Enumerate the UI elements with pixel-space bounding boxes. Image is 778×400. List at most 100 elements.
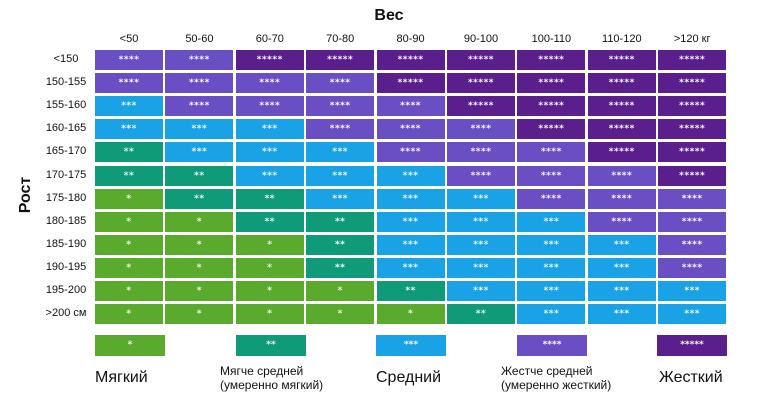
row-header: >200 см — [45, 307, 87, 320]
firmness-cell: ***** — [587, 73, 656, 94]
firmness-cell: *** — [235, 142, 304, 163]
firmness-cell: **** — [165, 50, 234, 70]
firmness-cell: * — [165, 257, 234, 278]
firmness-cell: **** — [95, 73, 163, 94]
firmness-cell: * — [95, 211, 163, 232]
firmness-cell: * — [165, 281, 234, 301]
firmness-cell: ** — [235, 188, 304, 209]
firmness-cell: ***** — [587, 142, 656, 163]
legend-label: Жестче средней (умеренно жесткий) — [501, 364, 611, 392]
firmness-cell: * — [95, 304, 163, 325]
firmness-cell: *** — [447, 234, 515, 255]
firmness-cell: * — [95, 188, 163, 209]
firmness-cell: **** — [235, 96, 304, 117]
firmness-cell: **** — [447, 142, 515, 163]
column-header: 60-70 — [255, 33, 284, 45]
firmness-cell: **** — [517, 165, 586, 186]
firmness-cell: * — [235, 234, 304, 255]
firmness-cell: * — [235, 257, 304, 278]
firmness-cell: ** — [306, 211, 375, 232]
firmness-cell: *** — [95, 96, 163, 117]
firmness-cell: * — [306, 281, 375, 301]
firmness-cell: *** — [447, 188, 515, 209]
legend-swatch: *** — [376, 335, 446, 356]
firmness-cell: *** — [376, 211, 445, 232]
firmness-cell: **** — [587, 188, 656, 209]
firmness-cell: **** — [306, 73, 375, 94]
firmness-cell: * — [95, 257, 163, 278]
firmness-cell: ***** — [658, 142, 727, 163]
firmness-cell: *** — [658, 304, 727, 325]
firmness-cell: ** — [306, 234, 375, 255]
firmness-cell: *** — [165, 142, 234, 163]
firmness-cell: **** — [376, 142, 445, 163]
firmness-cell: ** — [165, 188, 234, 209]
firmness-cell: * — [95, 234, 163, 255]
column-header: 100-110 — [531, 33, 572, 45]
firmness-cell: ***** — [587, 50, 656, 70]
firmness-cell: ***** — [235, 50, 304, 70]
firmness-cell: *** — [517, 211, 586, 232]
firmness-cell: **** — [658, 211, 727, 232]
firmness-cell: ***** — [587, 119, 656, 140]
firmness-cell: **** — [235, 73, 304, 94]
firmness-cell: **** — [587, 211, 656, 232]
firmness-cell: * — [165, 211, 234, 232]
firmness-cell: ***** — [447, 96, 515, 117]
firmness-cell: **** — [165, 96, 234, 117]
firmness-cell: * — [235, 281, 304, 301]
firmness-cell: **** — [658, 188, 727, 209]
legend-label-line1: Жестче средней — [501, 364, 593, 378]
firmness-cell: *** — [376, 234, 445, 255]
firmness-cell: ** — [95, 165, 163, 186]
firmness-cell: *** — [517, 257, 586, 278]
legend-label: Средний — [376, 369, 442, 386]
legend-swatch: **** — [517, 335, 587, 356]
column-header: 50-60 — [185, 33, 214, 45]
firmness-cell: ***** — [376, 50, 445, 70]
firmness-cell: *** — [447, 281, 515, 301]
firmness-cell: * — [95, 281, 163, 301]
firmness-cell: *** — [235, 119, 304, 140]
row-header: 180-185 — [45, 214, 87, 227]
firmness-cell: **** — [658, 257, 727, 278]
row-header: 150-155 — [45, 76, 87, 89]
firmness-cell: ***** — [587, 96, 656, 117]
legend-swatch: ** — [236, 335, 306, 356]
row-header: 170-175 — [45, 168, 87, 181]
firmness-cell: **** — [95, 50, 163, 70]
firmness-cell: *** — [306, 165, 375, 186]
firmness-cell: *** — [517, 281, 586, 301]
firmness-cell: **** — [517, 188, 586, 209]
column-header: 80-90 — [396, 33, 425, 45]
column-header: >120 кг — [673, 33, 711, 45]
legend-label: Мягкий — [95, 369, 148, 386]
firmness-cell: *** — [165, 119, 234, 140]
firmness-cell: *** — [658, 281, 727, 301]
firmness-cell: ***** — [658, 73, 727, 94]
firmness-cell: **** — [165, 73, 234, 94]
firmness-cell: ***** — [306, 50, 375, 70]
firmness-cell: ***** — [517, 96, 586, 117]
firmness-cell: ***** — [658, 50, 727, 70]
row-header: 195-200 — [45, 284, 87, 296]
firmness-cell: ***** — [517, 73, 586, 94]
firmness-cell: **** — [517, 142, 586, 163]
firmness-cell: * — [165, 234, 234, 255]
column-header: 110-120 — [602, 33, 642, 45]
legend-label-line2: (умеренно мягкий) — [220, 378, 324, 392]
firmness-cell: ** — [95, 142, 163, 163]
firmness-cell: ***** — [447, 50, 515, 70]
firmness-cell: * — [165, 304, 234, 325]
row-header: 190-195 — [45, 260, 87, 273]
legend-swatch: ***** — [657, 335, 727, 356]
firmness-cell: *** — [517, 304, 586, 325]
firmness-cell: * — [306, 304, 375, 325]
firmness-cell: ** — [447, 304, 515, 325]
firmness-cell: * — [235, 304, 304, 325]
firmness-cell: ***** — [376, 73, 445, 94]
row-header: <150 — [53, 53, 79, 65]
firmness-cell: ** — [306, 257, 375, 278]
firmness-cell: **** — [587, 165, 656, 186]
firmness-cell: **** — [447, 119, 515, 140]
